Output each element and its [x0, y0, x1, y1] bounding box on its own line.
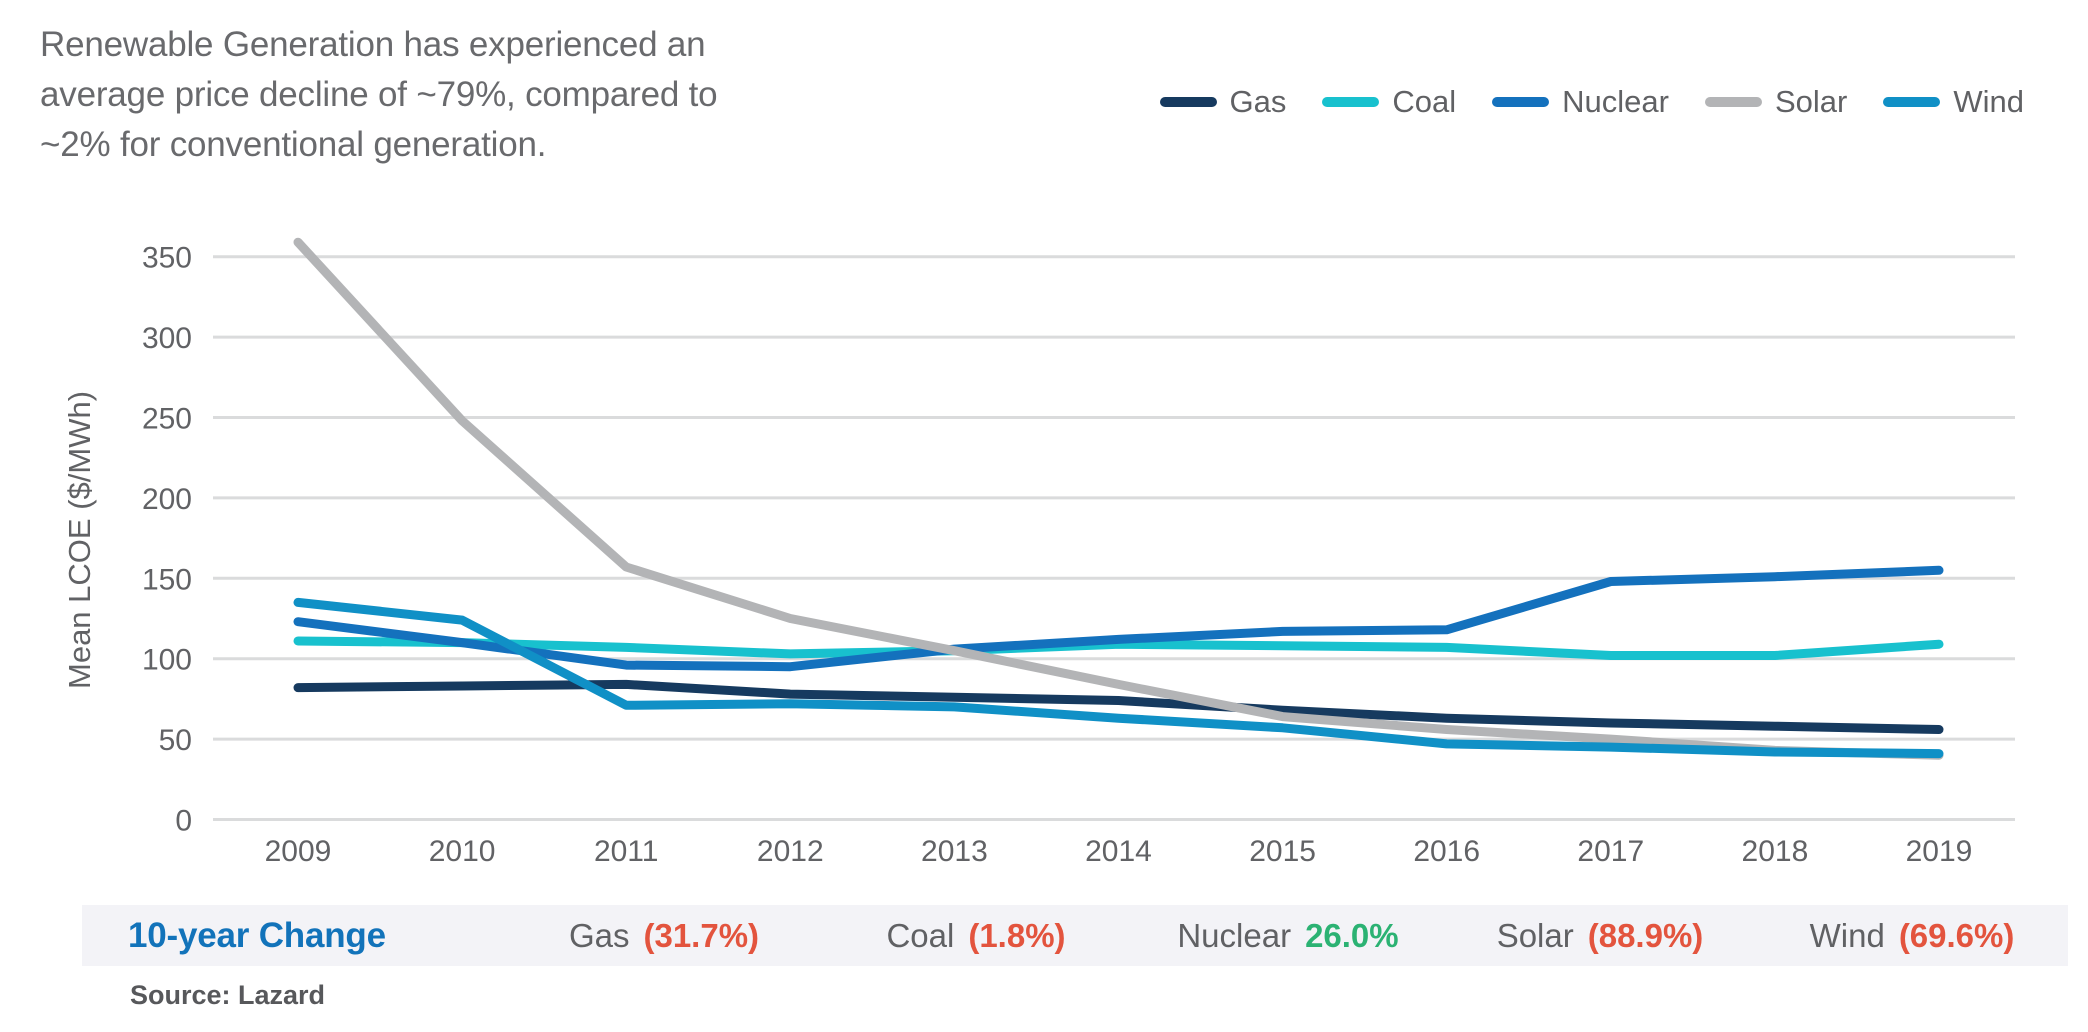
xtick-label-2012: 2012: [757, 835, 824, 868]
xtick-label-2015: 2015: [1249, 835, 1316, 868]
series-line-gas: [293, 679, 1944, 734]
change-label-coal: Coal: [886, 916, 955, 954]
xtick-label-2014: 2014: [1085, 835, 1152, 868]
ytick-label-0: 0: [175, 805, 192, 838]
legend-label-gas: Gas: [1229, 84, 1287, 119]
chart-legend: Gas Coal Nuclear Solar Wind: [1159, 84, 2024, 120]
ytick-label-150: 150: [142, 563, 192, 596]
legend-label-wind: Wind: [1953, 84, 2024, 119]
legend-label-nuclear: Nuclear: [1562, 84, 1669, 119]
change-item-coal: Coal (1.8%): [820, 917, 1132, 955]
xtick-label-2016: 2016: [1413, 835, 1480, 868]
change-value-coal: (1.8%): [968, 916, 1066, 954]
xtick-label-2017: 2017: [1577, 835, 1644, 868]
change-item-gas: Gas (31.7%): [508, 917, 820, 955]
headline-line-3: ~2% for conventional generation.: [40, 125, 547, 164]
series-line-wind: [293, 597, 1944, 759]
legend-swatch-wind-icon: [1883, 97, 1941, 107]
ytick-label-300: 300: [142, 322, 192, 355]
legend-swatch-nuclear-icon: [1492, 97, 1550, 107]
series-line-nuclear: [293, 565, 1944, 672]
change-item-wind: Wind (69.6%): [1756, 917, 2068, 955]
series-line-coal: [293, 636, 1944, 660]
legend-item-gas: Gas: [1159, 84, 1287, 120]
ytick-label-200: 200: [142, 483, 192, 516]
legend-swatch-coal-icon: [1322, 97, 1380, 107]
chart-headline: Renewable Generation has experienced an …: [40, 20, 820, 170]
legend-swatch-gas-icon: [1159, 97, 1217, 107]
change-label-gas: Gas: [568, 916, 630, 954]
legend-item-wind: Wind: [1883, 84, 2024, 120]
change-item-nuclear: Nuclear 26.0%: [1132, 917, 1444, 955]
change-item-solar: Solar (88.9%): [1444, 917, 1756, 955]
change-value-solar: (88.9%): [1587, 916, 1704, 954]
legend-item-nuclear: Nuclear: [1492, 84, 1669, 120]
ytick-label-250: 250: [142, 403, 192, 436]
legend-swatch-solar-icon: [1704, 97, 1762, 107]
legend-item-coal: Coal: [1322, 84, 1456, 120]
xtick-label-2013: 2013: [921, 835, 988, 868]
xtick-label-2011: 2011: [594, 835, 659, 868]
legend-item-solar: Solar: [1704, 84, 1848, 120]
source-attribution: Source: Lazard: [130, 980, 326, 1010]
change-value-nuclear: 26.0%: [1305, 916, 1399, 954]
change-value-wind: (69.6%): [1898, 916, 2015, 954]
series-line-solar: [293, 237, 1944, 760]
change-value-gas: (31.7%): [643, 916, 760, 954]
change-label-wind: Wind: [1809, 916, 1885, 954]
xtick-label-2018: 2018: [1742, 835, 1809, 868]
legend-label-solar: Solar: [1774, 84, 1848, 119]
legend-label-coal: Coal: [1392, 84, 1457, 119]
change-label-solar: Solar: [1496, 916, 1574, 954]
xtick-label-2019: 2019: [1906, 835, 1973, 868]
ytick-label-100: 100: [142, 644, 192, 677]
ten-year-change-bar: 10-year Change Gas (31.7%) Coal (1.8%) N…: [82, 905, 2068, 966]
headline-line-2: average price decline of ~79%, compared …: [40, 75, 718, 114]
xtick-label-2010: 2010: [429, 835, 496, 868]
xtick-label-2009: 2009: [265, 835, 332, 868]
ytick-label-350: 350: [142, 242, 192, 275]
y-axis-title: Mean LCOE ($/MWh): [62, 391, 97, 689]
ytick-label-50: 50: [159, 724, 192, 757]
change-label-nuclear: Nuclear: [1177, 916, 1292, 954]
headline-line-1: Renewable Generation has experienced an: [40, 25, 706, 64]
change-bar-heading: 10-year Change: [128, 915, 386, 955]
